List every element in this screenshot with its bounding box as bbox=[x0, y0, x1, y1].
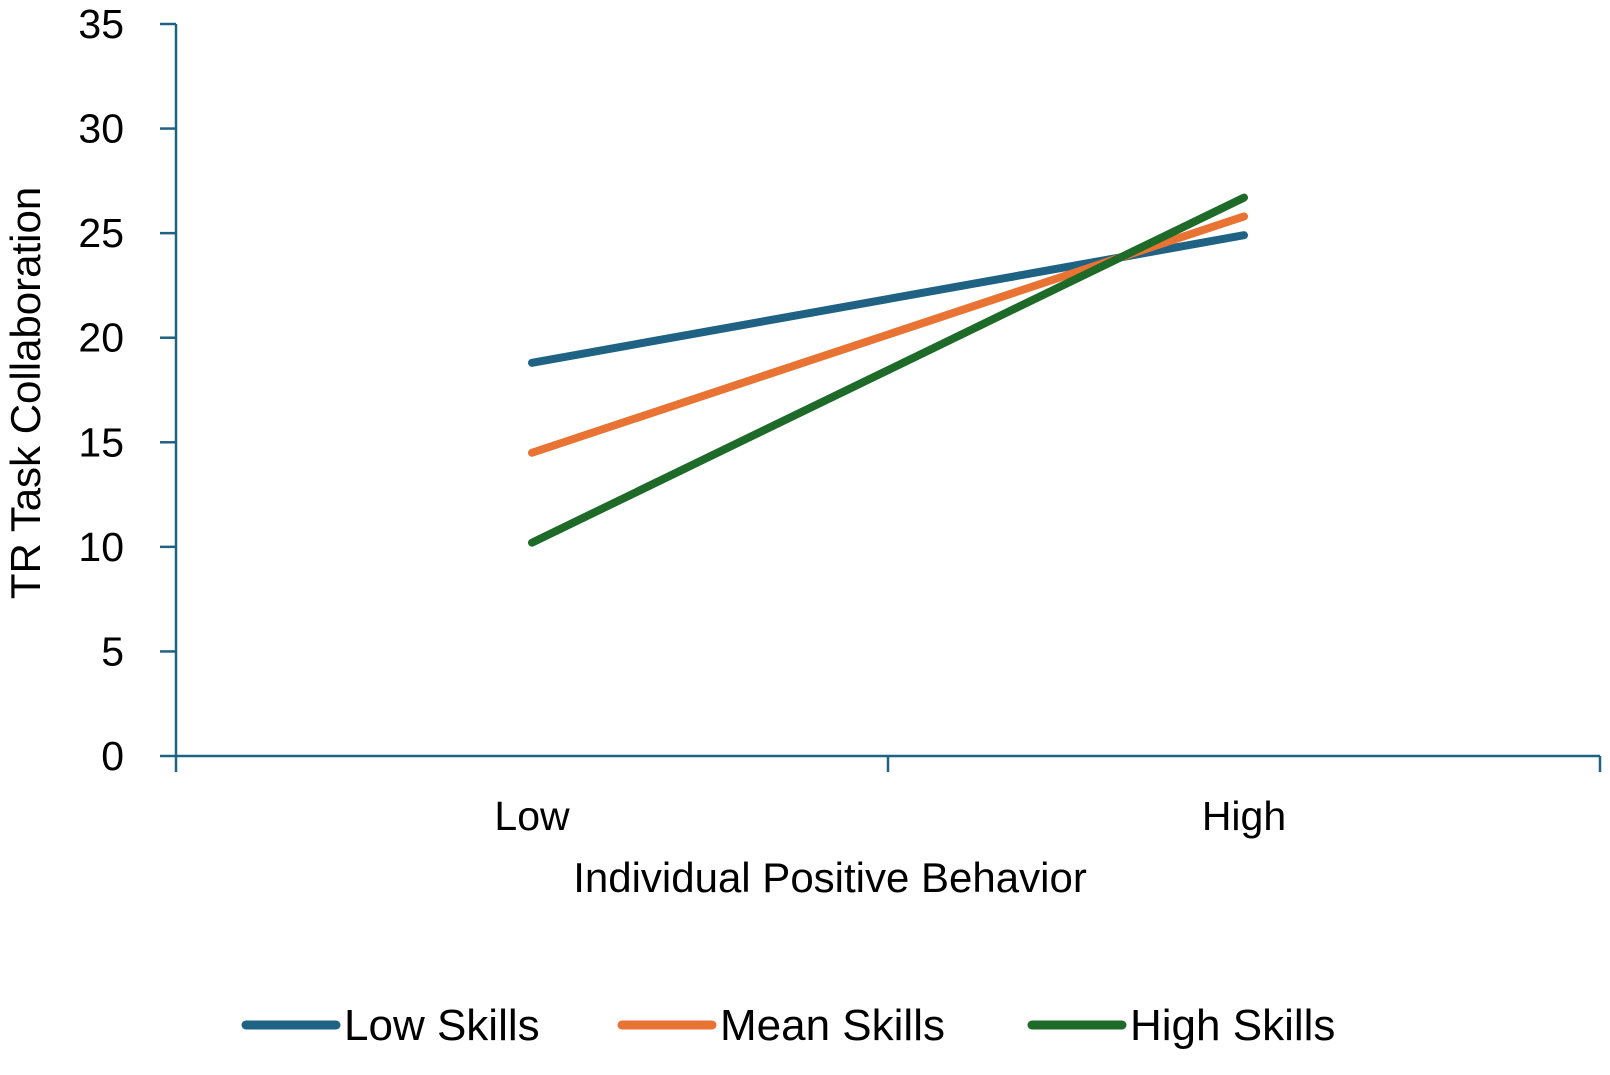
y-tick-label: 5 bbox=[101, 628, 124, 674]
legend-item: Low Skills bbox=[241, 1001, 540, 1050]
y-tick-label: 0 bbox=[101, 733, 124, 779]
x-axis-title: Individual Positive Behavior bbox=[573, 854, 1087, 901]
y-tick-label: 30 bbox=[78, 106, 124, 152]
y-tick-label: 35 bbox=[78, 1, 124, 47]
y-tick-label: 20 bbox=[78, 315, 124, 361]
x-tick-label: High bbox=[1202, 793, 1286, 839]
series-line-high-skills bbox=[528, 193, 1248, 547]
y-tick-label: 15 bbox=[78, 419, 124, 465]
legend-label: Low Skills bbox=[344, 1001, 540, 1050]
y-axis-title: TR Task Collaboration bbox=[2, 187, 49, 599]
legend-item: High Skills bbox=[1027, 1001, 1335, 1050]
y-tick-label: 25 bbox=[78, 210, 124, 256]
legend-label: Mean Skills bbox=[720, 1001, 945, 1050]
y-tick-label: 10 bbox=[78, 524, 124, 570]
x-tick-label: Low bbox=[494, 793, 570, 839]
legend: Low Skills Mean Skills High Skills bbox=[241, 1001, 1335, 1050]
legend-label: High Skills bbox=[1130, 1001, 1335, 1050]
y-axis: 0 5 10 15 20 25 30 35 bbox=[78, 1, 178, 779]
x-axis: Low High bbox=[174, 754, 1602, 839]
legend-item: Mean Skills bbox=[617, 1001, 945, 1050]
series-lines bbox=[528, 193, 1248, 547]
